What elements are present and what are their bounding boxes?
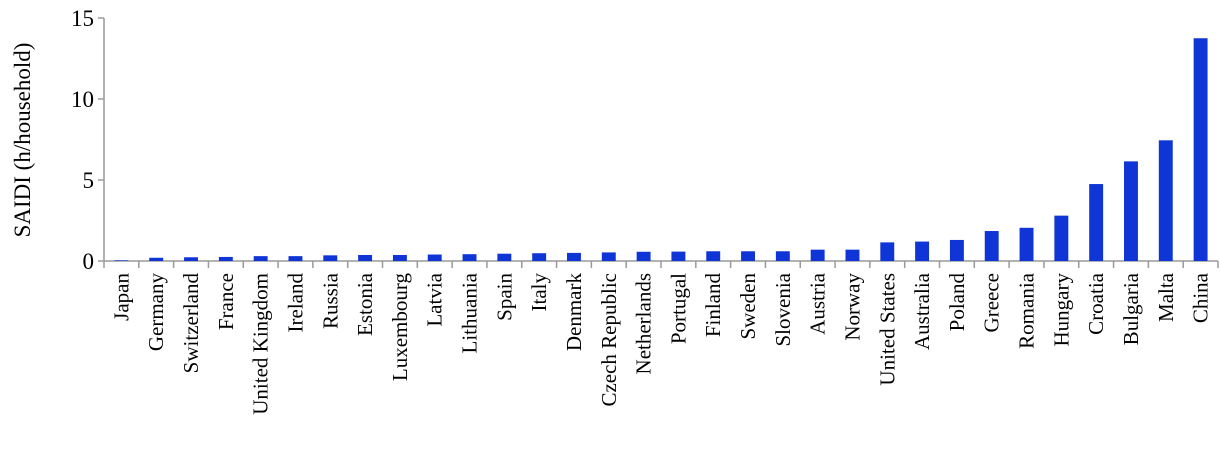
category-label: Ireland xyxy=(283,273,307,333)
bar xyxy=(1158,140,1173,261)
bar xyxy=(532,253,547,261)
bar xyxy=(601,252,616,261)
category-label: Malta xyxy=(1154,272,1178,322)
bar xyxy=(984,231,999,261)
bar xyxy=(358,255,373,261)
category-label: Russia xyxy=(318,272,342,329)
bar xyxy=(253,256,268,261)
category-label: Sweden xyxy=(736,273,760,340)
y-axis-title: SAIDI (h/household) xyxy=(10,43,35,238)
category-label: United States xyxy=(875,273,899,386)
x-axis-ticks xyxy=(103,261,1219,268)
category-label: Austria xyxy=(806,272,830,335)
category-label: Czech Republic xyxy=(597,273,621,407)
category-label: Italy xyxy=(527,273,551,312)
bar xyxy=(114,260,129,261)
bar xyxy=(1193,38,1208,261)
bar xyxy=(462,254,477,261)
bar xyxy=(567,252,581,261)
bar xyxy=(218,256,233,261)
category-label: Croatia xyxy=(1084,272,1108,334)
category-label: Romania xyxy=(1015,272,1039,348)
category-label: Luxembourg xyxy=(388,273,412,382)
bar xyxy=(880,242,895,261)
category-label: Bulgaria xyxy=(1119,272,1143,345)
category-label: Estonia xyxy=(353,272,377,336)
y-axis-ticks: 0 5 10 15 xyxy=(71,6,104,274)
bar xyxy=(810,249,825,261)
category-label: Norway xyxy=(840,273,864,341)
category-label: Latvia xyxy=(423,272,447,326)
category-label: Greece xyxy=(980,273,1004,332)
y-tick-label: 10 xyxy=(71,87,94,112)
bar xyxy=(392,255,407,261)
category-label: Germany xyxy=(144,273,168,352)
bar xyxy=(741,251,755,261)
bar xyxy=(1089,184,1104,261)
category-labels: Japan Germany Switzerland France United King… xyxy=(109,272,1212,414)
category-label: Poland xyxy=(945,273,969,332)
bar xyxy=(323,255,338,261)
bar xyxy=(636,251,651,261)
bar xyxy=(775,251,790,261)
bar xyxy=(1124,161,1138,261)
bar xyxy=(1019,227,1034,261)
category-label: Denmark xyxy=(562,273,586,352)
category-label: United Kingdom xyxy=(249,273,273,415)
bar xyxy=(671,251,686,261)
category-label: Finland xyxy=(701,273,725,338)
bar xyxy=(288,256,303,261)
category-label: Slovenia xyxy=(771,272,795,346)
y-tick-label: 5 xyxy=(83,168,95,193)
bar xyxy=(845,249,860,261)
bar xyxy=(149,257,164,261)
bars xyxy=(114,38,1208,261)
y-tick-label: 15 xyxy=(71,6,94,31)
category-label: Lithuania xyxy=(458,272,482,353)
bar xyxy=(915,241,930,261)
category-label: France xyxy=(214,273,238,330)
bar xyxy=(427,254,442,261)
y-tick-label: 0 xyxy=(83,249,95,274)
bar xyxy=(1054,215,1069,261)
category-label: Australia xyxy=(910,272,934,350)
bar xyxy=(497,253,512,261)
bar xyxy=(706,251,721,261)
category-label: Spain xyxy=(492,273,516,321)
category-label: Hungary xyxy=(1049,273,1073,347)
category-label: Switzerland xyxy=(179,273,203,374)
category-label: China xyxy=(1189,272,1213,323)
category-label: Japan xyxy=(109,273,133,321)
category-label: Netherlands xyxy=(632,273,656,374)
category-label: Portugal xyxy=(666,273,690,344)
bar xyxy=(949,239,964,261)
bar xyxy=(184,257,198,261)
